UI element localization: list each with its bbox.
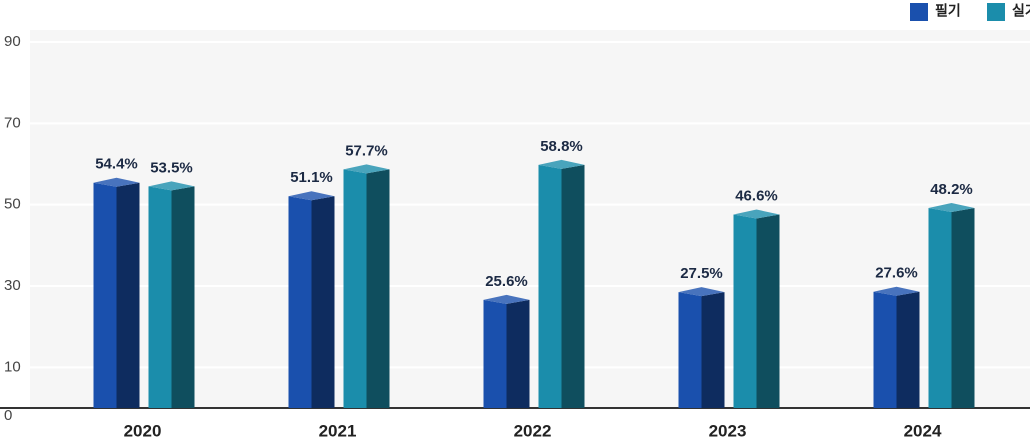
bar-top (538, 159, 585, 169)
value-label: 46.6% (735, 187, 778, 204)
value-label: 54.4% (95, 156, 138, 173)
x-tick-label: 2024 (904, 421, 942, 440)
bar-top (148, 181, 195, 191)
value-label: 51.1% (290, 169, 333, 186)
x-tick-label: 2021 (319, 421, 357, 440)
legend-swatch (987, 3, 1005, 21)
bar-side (896, 291, 920, 408)
x-tick-label: 2023 (709, 421, 747, 440)
bar-side (171, 186, 195, 408)
bar-top (343, 164, 390, 174)
bar-side (506, 299, 530, 408)
bar-front (148, 186, 172, 408)
y-tick-label: 50 (4, 196, 21, 213)
legend-text: 실기 (1012, 3, 1030, 19)
bar-front (733, 214, 757, 408)
bar-side (116, 182, 140, 408)
bar-side (701, 292, 725, 408)
legend-text: 필기 (935, 3, 961, 19)
y-tick-label: 0 (4, 407, 12, 424)
bar-top (873, 286, 920, 296)
x-tick-label: 2020 (124, 421, 162, 440)
bar-front (93, 182, 117, 408)
bar-top (288, 191, 335, 201)
bar-side (366, 169, 390, 408)
value-label: 53.5% (150, 159, 193, 176)
y-tick-label: 90 (4, 33, 21, 50)
plot-area (30, 30, 1030, 408)
bar-front (343, 169, 367, 408)
bar-top (678, 287, 725, 297)
value-label: 57.7% (345, 142, 388, 159)
bar-top (733, 209, 780, 219)
bar-front (483, 299, 507, 408)
bar-front (873, 291, 897, 408)
x-tick-label: 2022 (514, 421, 552, 440)
y-tick-label: 70 (4, 114, 21, 131)
bar-side (311, 196, 335, 408)
bar-top (483, 294, 530, 304)
value-label: 48.2% (930, 181, 973, 198)
value-label: 58.8% (540, 138, 583, 155)
value-label: 27.6% (875, 265, 918, 282)
legend-swatch (910, 3, 928, 21)
bar-side (561, 164, 585, 408)
value-label: 25.6% (485, 273, 528, 290)
value-label: 27.5% (680, 265, 723, 282)
bar-front (288, 196, 312, 408)
bar-front (928, 207, 952, 408)
bar-front (678, 292, 702, 408)
bar-side (951, 207, 975, 408)
bar-side (756, 214, 780, 408)
bar-front (538, 164, 562, 408)
bar-top (928, 202, 975, 212)
y-tick-label: 10 (4, 358, 21, 375)
y-tick-label: 30 (4, 277, 21, 294)
bar-top (93, 177, 140, 187)
